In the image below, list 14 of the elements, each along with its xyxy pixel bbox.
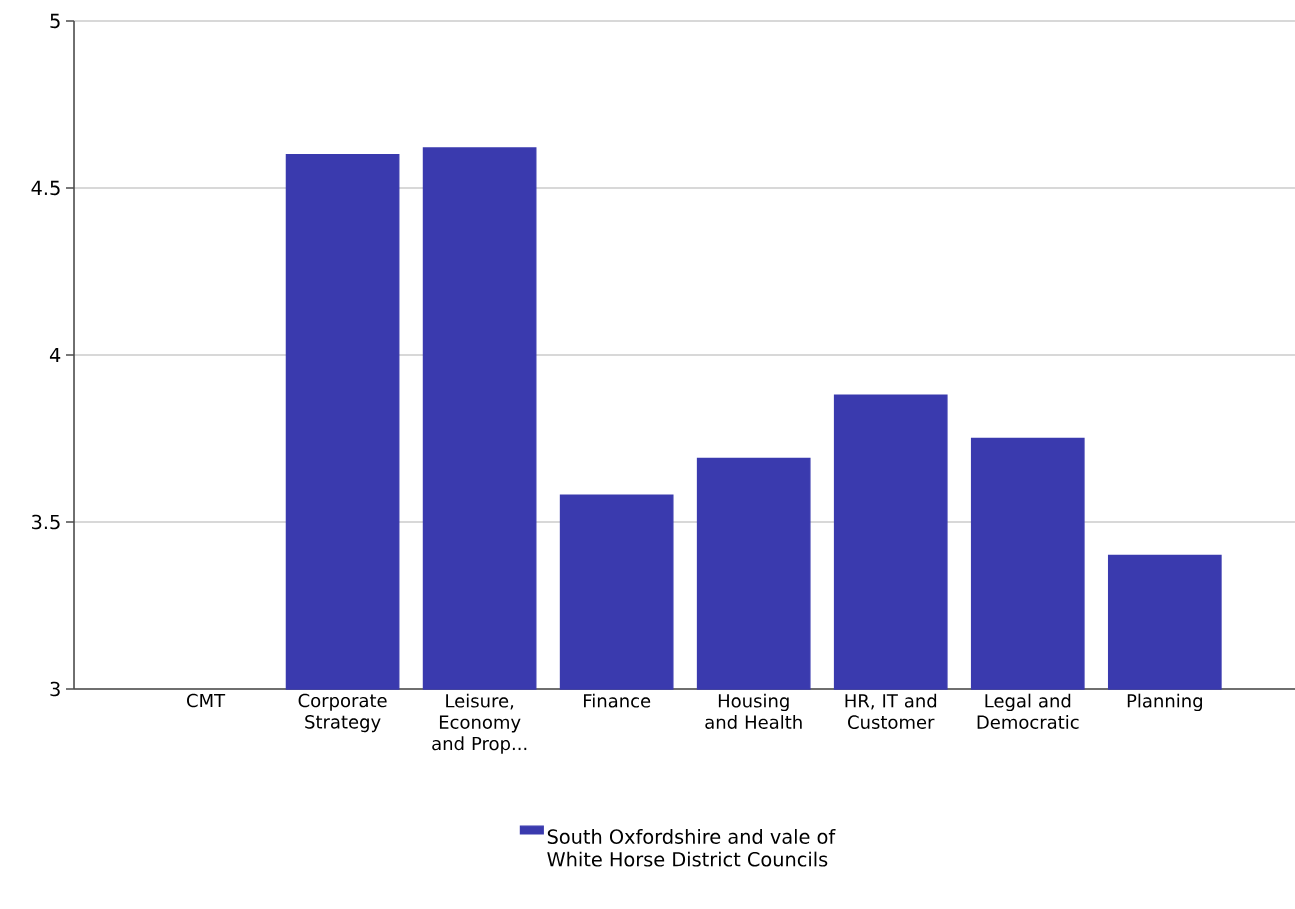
x-tick-label: CMT <box>187 693 226 708</box>
x-tick-label: Planning <box>1127 693 1202 712</box>
y-tick-label: 3.5 <box>32 514 60 530</box>
x-tick-label: Finance <box>584 693 651 708</box>
legend-label: South Oxfordshire and vale of White Horse District Councils <box>547 828 836 867</box>
x-tick-label: Corporate Strategy <box>298 693 387 733</box>
y-tick-label: 5 <box>50 13 60 29</box>
y-tick-label: 3 <box>50 681 60 697</box>
x-tick-label: HR, IT and Customer <box>845 693 937 729</box>
x-tick-label: Legal and Democratic <box>977 693 1079 729</box>
x-tick-label: Leisure, Economy and Prop... <box>432 693 527 754</box>
y-tick-label: 4 <box>49 347 61 363</box>
x-tick-label: Housing and Health <box>705 693 802 729</box>
y-tick-label: 4.5 <box>31 180 60 196</box>
